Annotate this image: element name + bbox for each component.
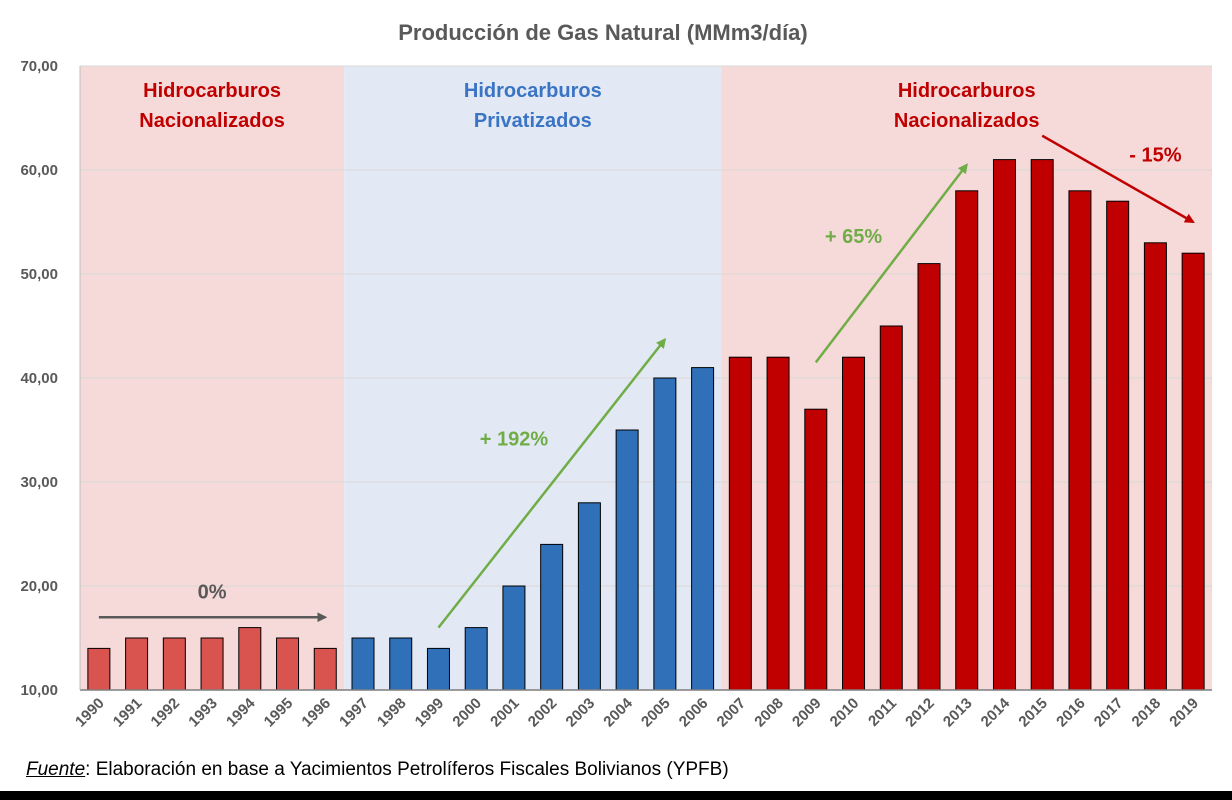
bar-2004	[615, 429, 639, 691]
period-label-2-line1: Hidrocarburos	[464, 80, 602, 102]
trend-arrow-2	[437, 337, 667, 629]
x-tick-label: 2008	[751, 695, 787, 731]
y-tick-label: 30,00	[20, 474, 58, 491]
x-tick-label: 2014	[978, 694, 1014, 730]
bar-2019	[1181, 252, 1205, 691]
x-tick-label: 1991	[110, 695, 146, 731]
bar-1990	[87, 647, 111, 691]
bar-1999	[426, 647, 450, 691]
bar-2002	[540, 543, 564, 691]
bar-2014	[992, 159, 1016, 691]
bar-2003	[577, 502, 601, 691]
x-tick-label: 2013	[940, 695, 976, 731]
x-tick-label: 2017	[1091, 695, 1127, 731]
bar-1991	[125, 637, 149, 691]
bar-2005	[653, 377, 677, 691]
trend-label-1: 0%	[198, 581, 227, 603]
gridlines	[80, 65, 1212, 587]
x-tick-label: 2018	[1129, 695, 1165, 731]
x-tick-label: 1998	[374, 695, 410, 731]
bar-2008	[766, 356, 790, 691]
x-tick-label: 2011	[865, 695, 900, 730]
x-tick-label: 2010	[827, 695, 863, 731]
bottom-bar	[0, 791, 1232, 800]
x-tick-label: 2000	[449, 695, 485, 731]
bar-2009	[804, 408, 828, 691]
bar-1997	[351, 637, 375, 691]
x-tick-label: 2019	[1166, 695, 1202, 731]
bar-2006	[691, 367, 715, 691]
trend-arrow-3	[814, 163, 968, 364]
y-tick-label: 10,00	[20, 682, 58, 699]
x-tick-label: 2005	[638, 695, 674, 731]
bar-2007	[728, 356, 752, 691]
x-tick-label: 1999	[412, 695, 448, 731]
source-text: : Elaboración en base a Yacimientos Petr…	[85, 759, 729, 780]
bar-2001	[502, 585, 526, 691]
x-tick-label: 2001	[487, 695, 523, 731]
source-note: Fuente: Elaboración en base a Yacimiento…	[26, 759, 729, 781]
period-label-1-line2: Nacionalizados	[139, 110, 285, 132]
period-label-2-line2: Privatizados	[474, 110, 592, 132]
bar-1993	[200, 637, 224, 691]
x-tick-label: 1994	[223, 694, 259, 730]
bar-2017	[1106, 200, 1130, 691]
bar-2018	[1143, 242, 1167, 691]
bar-1996	[313, 647, 337, 691]
bar-2015	[1030, 159, 1054, 691]
y-tick-label: 40,00	[20, 370, 58, 387]
x-tick-label: 2007	[714, 695, 750, 731]
bar-2013	[955, 190, 979, 691]
y-tick-label: 50,00	[20, 266, 58, 283]
bar-1994	[238, 627, 262, 691]
x-tick-label: 2016	[1053, 695, 1089, 731]
chart-title: Producción de Gas Natural (MMm3/día)	[398, 20, 808, 45]
trend-arrow-4	[1041, 134, 1195, 224]
x-tick-label: 2012	[902, 695, 938, 731]
bars	[87, 159, 1205, 691]
x-tick-label: 1990	[72, 695, 108, 731]
bar-1995	[276, 637, 300, 691]
period-label-1-line1: Hidrocarburos	[143, 80, 281, 102]
x-tick-label: 2006	[676, 695, 712, 731]
y-tick-label: 20,00	[20, 578, 58, 595]
period-labels: Hidrocarburos Nacionalizados Hidrocarburos…	[139, 80, 1039, 132]
bar-1992	[162, 637, 186, 691]
x-tick-label: 1993	[185, 695, 221, 731]
x-tick-label: 2003	[563, 695, 599, 731]
trend-label-2: + 192%	[480, 429, 549, 451]
x-tick-label: 2009	[789, 695, 825, 731]
trend-label-3: + 65%	[825, 226, 882, 248]
bar-2011	[879, 325, 903, 691]
period-label-3-line2: Nacionalizados	[894, 110, 1040, 132]
x-tick-label: 1996	[298, 695, 334, 731]
bar-2010	[842, 356, 866, 691]
x-tick-label: 2002	[525, 695, 561, 731]
x-tick-label: 2004	[600, 694, 636, 730]
trend-label-4: - 15%	[1129, 145, 1181, 167]
bar-2000	[464, 627, 488, 691]
y-tick-label: 60,00	[20, 162, 58, 179]
x-tick-label: 2015	[1015, 695, 1051, 731]
bar-2012	[917, 263, 941, 691]
x-tick-label: 1997	[336, 695, 372, 731]
x-tick-label: 1995	[261, 695, 297, 731]
bar-2016	[1068, 190, 1092, 691]
y-tick-label: 70,00	[20, 58, 58, 75]
bar-1998	[389, 637, 413, 691]
annotations: 0% + 192% + 65% - 15%	[98, 134, 1195, 629]
x-tick-label: 1992	[148, 695, 184, 731]
period-label-3-line1: Hidrocarburos	[898, 80, 1036, 102]
source-label: Fuente	[26, 759, 86, 780]
